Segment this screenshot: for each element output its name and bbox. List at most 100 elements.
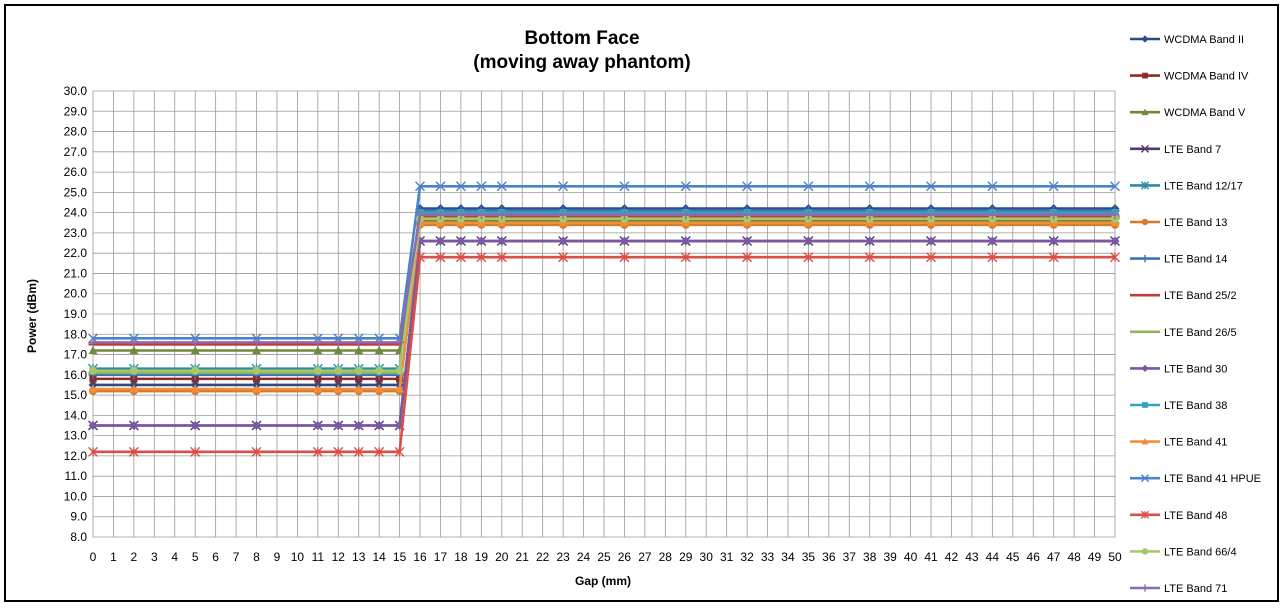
x-tick-label: 15 [393, 550, 407, 564]
data-point [395, 366, 404, 375]
data-point [680, 181, 691, 192]
x-tick-label: 10 [291, 550, 305, 564]
series-11 [88, 218, 1120, 393]
series-9 [88, 236, 1120, 430]
legend-label: WCDMA Band IV [1164, 71, 1249, 83]
data-point [395, 337, 405, 347]
data-point [354, 345, 364, 355]
x-tick-label: 21 [516, 550, 530, 564]
data-point [742, 252, 753, 263]
data-point [1141, 35, 1149, 43]
data-point [313, 345, 323, 355]
x-tick-label: 2 [131, 550, 138, 564]
x-tick-label: 22 [536, 550, 550, 564]
data-point [1110, 181, 1120, 192]
x-tick-label: 3 [151, 550, 158, 564]
data-point [742, 181, 753, 192]
legend-entry: LTE Band 12/17 [1130, 180, 1243, 192]
data-point [680, 252, 691, 263]
data-point [1049, 236, 1059, 246]
data-point [353, 446, 364, 457]
data-point [374, 384, 384, 393]
data-point [865, 210, 875, 220]
legend-label: LTE Band 71 [1164, 583, 1227, 595]
data-point [1140, 474, 1150, 483]
series-line [93, 239, 1115, 427]
x-tick-label: 1 [110, 550, 117, 564]
legend-label: LTE Band 66/4 [1164, 546, 1237, 558]
legend-entry: WCDMA Band II [1130, 34, 1244, 46]
data-point [88, 366, 98, 375]
data-point [88, 337, 98, 347]
x-tick-label: 40 [904, 550, 918, 564]
y-tick-label: 9.0 [70, 510, 87, 524]
data-point [128, 446, 139, 457]
series-line [93, 255, 1115, 454]
series-line [93, 219, 1115, 352]
legend-entry: LTE Band 41 [1130, 437, 1227, 449]
x-tick-label: 12 [332, 550, 346, 564]
data-point [558, 181, 569, 192]
data-point [333, 384, 343, 393]
data-point [333, 421, 343, 430]
chart-frame: Bottom Face (moving away phantom) 8.0 9.0… [4, 4, 1279, 602]
data-point [926, 236, 936, 246]
x-tick-label: 7 [233, 550, 240, 564]
chart-title: Bottom Face [524, 28, 639, 49]
legend-label: LTE Band 26/5 [1164, 327, 1237, 339]
data-point [1142, 402, 1148, 408]
y-tick-label: 20.0 [64, 287, 88, 301]
data-point [619, 252, 630, 263]
data-point [496, 181, 507, 192]
data-point [1110, 210, 1120, 220]
data-point [987, 181, 998, 192]
data-point [864, 252, 875, 263]
data-point [1141, 438, 1149, 445]
x-tick-label: 39 [883, 550, 897, 564]
data-point [455, 181, 466, 192]
data-point [476, 236, 486, 246]
data-point [374, 446, 385, 457]
y-tick-label: 27.0 [64, 145, 88, 159]
x-tick-label: 0 [90, 550, 97, 564]
y-tick-label: 12.0 [64, 449, 88, 463]
x-tick-label: 42 [945, 550, 959, 564]
y-tick-label: 10.0 [64, 489, 88, 503]
y-tick-label: 17.0 [64, 348, 88, 362]
x-tick-label: 17 [434, 550, 448, 564]
data-point [803, 236, 813, 246]
x-tick-label: 6 [212, 550, 219, 564]
data-point [476, 181, 487, 192]
x-tick-label: 50 [1108, 550, 1122, 564]
x-tick-label: 27 [638, 550, 652, 564]
data-point [619, 236, 629, 246]
x-tick-label: 29 [679, 550, 693, 564]
data-point [395, 384, 405, 393]
data-point [1140, 144, 1150, 153]
data-point [88, 446, 98, 457]
x-tick-label: 33 [761, 550, 775, 564]
data-point [1110, 236, 1120, 246]
x-tick-label: 19 [475, 550, 489, 564]
series-13 [88, 252, 1120, 457]
data-point [375, 366, 384, 375]
data-point [374, 337, 384, 347]
x-tick-label: 5 [192, 550, 199, 564]
x-tick-label: 35 [802, 550, 816, 564]
data-point [1049, 210, 1059, 220]
legend-entry: LTE Band 25/2 [1130, 290, 1237, 302]
data-point [1141, 364, 1149, 372]
data-point [865, 236, 875, 246]
x-tick-label: 18 [454, 550, 468, 564]
x-tick-label: 25 [597, 550, 611, 564]
data-point [129, 384, 139, 393]
legend-entry: LTE Band 38 [1130, 400, 1227, 412]
series-layer [88, 181, 1120, 457]
data-point [252, 345, 262, 355]
data-point [354, 384, 364, 393]
x-tick-label: 31 [720, 550, 734, 564]
data-point [334, 366, 343, 375]
data-point [497, 210, 507, 220]
x-axis-ticks: 0 1 2 3 4 5 6 7 8 9 10 11 12 13 14 15 16 17 18 19 20 21 22 23 24… [90, 550, 1122, 564]
data-point [926, 252, 937, 263]
